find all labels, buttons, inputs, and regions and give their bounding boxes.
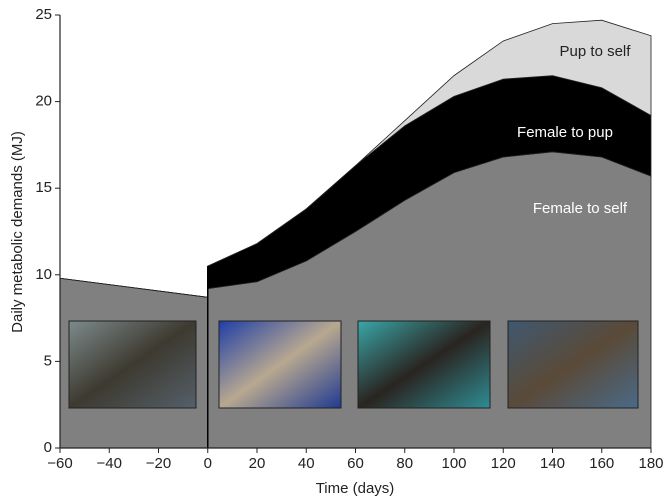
area-label: Female to self xyxy=(533,200,628,217)
x-tick-label: 160 xyxy=(589,455,614,472)
photo xyxy=(507,320,639,409)
x-tick-label: 140 xyxy=(540,455,565,472)
x-axis-label: Time (days) xyxy=(316,480,395,497)
area-label: Pup to self xyxy=(560,43,632,60)
y-tick-label: 20 xyxy=(35,93,52,110)
x-tick-label: 120 xyxy=(491,455,516,472)
area-label: Female to pup xyxy=(517,124,613,141)
y-axis-label: Daily metabolic demands (MJ) xyxy=(9,131,26,333)
photo xyxy=(357,320,491,409)
y-tick-label: 0 xyxy=(44,439,52,456)
photo xyxy=(218,320,342,409)
y-tick-label: 10 xyxy=(35,266,52,283)
x-tick-label: 40 xyxy=(298,455,315,472)
x-tick-label: −60 xyxy=(47,455,72,472)
x-tick-label: 20 xyxy=(249,455,266,472)
x-tick-label: −40 xyxy=(97,455,122,472)
x-tick-label: 80 xyxy=(396,455,413,472)
x-tick-label: 180 xyxy=(638,455,663,472)
photo xyxy=(68,320,197,409)
y-tick-label: 25 xyxy=(35,6,52,23)
photos xyxy=(68,320,639,409)
x-tick-label: 100 xyxy=(441,455,466,472)
x-tick-label: 0 xyxy=(204,455,212,472)
area xyxy=(59,19,652,298)
x-tick-label: 60 xyxy=(347,455,364,472)
y-tick-label: 15 xyxy=(35,179,52,196)
y-tick-label: 5 xyxy=(44,352,52,369)
x-tick-label: −20 xyxy=(146,455,171,472)
